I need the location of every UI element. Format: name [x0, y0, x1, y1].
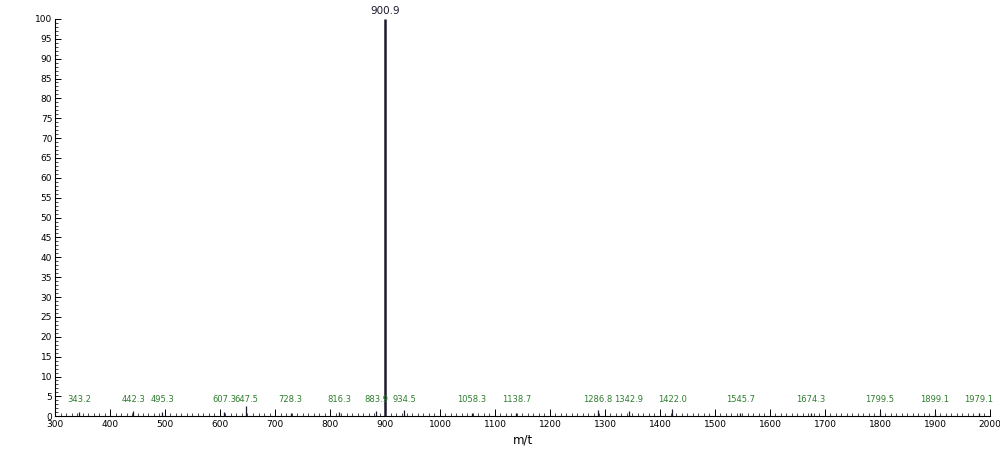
Text: 343.2: 343.2	[67, 394, 91, 403]
Text: 607.3: 607.3	[212, 394, 236, 403]
X-axis label: m/t: m/t	[512, 434, 533, 447]
Text: 816.3: 816.3	[327, 394, 351, 403]
Text: 728.3: 728.3	[279, 394, 303, 403]
Text: 442.3: 442.3	[121, 394, 145, 403]
Text: 1979.1: 1979.1	[964, 394, 993, 403]
Text: 1799.5: 1799.5	[865, 394, 894, 403]
Text: 900.9: 900.9	[371, 6, 400, 16]
Text: 1674.3: 1674.3	[796, 394, 825, 403]
Text: 1545.7: 1545.7	[726, 394, 755, 403]
Text: 1342.9: 1342.9	[614, 394, 643, 403]
Text: 1058.3: 1058.3	[458, 394, 487, 403]
Text: 883.9: 883.9	[364, 394, 388, 403]
Text: 495.3: 495.3	[151, 394, 174, 403]
Text: 934.5: 934.5	[392, 394, 416, 403]
Text: 1138.7: 1138.7	[502, 394, 531, 403]
Text: 1422.0: 1422.0	[658, 394, 687, 403]
Text: 1899.1: 1899.1	[920, 394, 949, 403]
Text: 1286.8: 1286.8	[583, 394, 612, 403]
Text: 647.5: 647.5	[234, 394, 258, 403]
